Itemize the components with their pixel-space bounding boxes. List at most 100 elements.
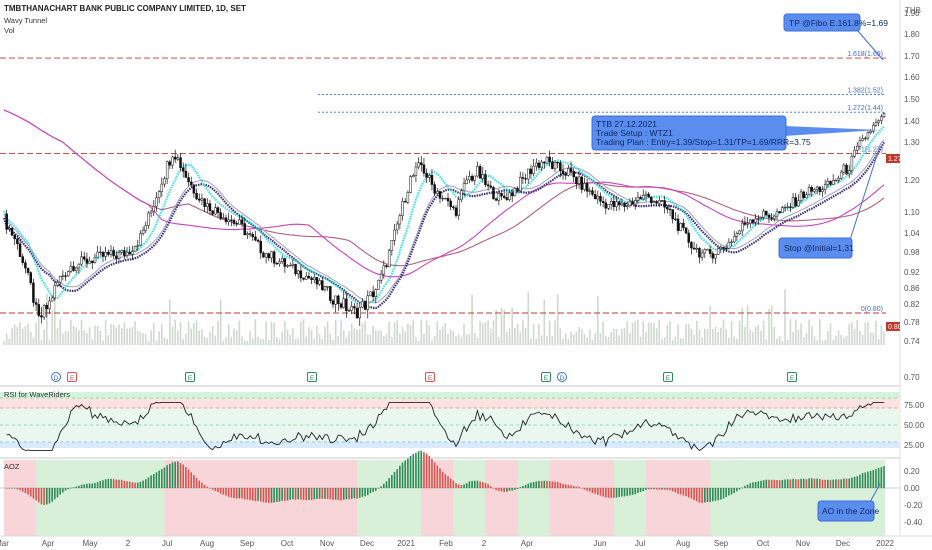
aoz-bar (760, 480, 762, 488)
volume-bar (70, 320, 72, 345)
candle-body (302, 277, 305, 280)
candle-body (345, 298, 348, 311)
aoz-bar (594, 488, 596, 494)
aoz-bar (32, 488, 35, 499)
candle-body (698, 247, 701, 258)
aoz-bar (728, 488, 730, 496)
earnings-marker[interactable] (307, 372, 317, 382)
volume-bar (80, 319, 83, 345)
dividend-marker[interactable] (51, 372, 61, 382)
earnings-marker[interactable] (185, 372, 195, 382)
aoz-bar (420, 450, 423, 488)
aoz-bar (310, 488, 313, 501)
candle-body (543, 161, 546, 164)
candle-body (553, 161, 557, 169)
aoz-bar (356, 488, 358, 499)
volume-bar (420, 319, 423, 345)
candle-body (331, 300, 335, 305)
price-tick-label: 1.30 (904, 138, 920, 147)
aoz-bar (762, 480, 765, 488)
volume-bar (251, 338, 254, 345)
aoz-bar (83, 484, 86, 488)
candle-body (537, 162, 541, 168)
volume-bar (72, 325, 75, 345)
candle-body (438, 191, 442, 199)
dividend-marker[interactable] (557, 372, 567, 382)
aoz-bar (243, 488, 246, 500)
earnings-marker[interactable] (425, 372, 435, 382)
volume-bar (642, 321, 645, 345)
rsi-overbought-zone (0, 398, 900, 408)
tp-callout[interactable]: TP @Fibo E.161.8%=1.69 (783, 13, 888, 61)
volume-bar (519, 332, 522, 345)
earnings-marker[interactable] (663, 372, 673, 382)
candle-body (513, 188, 517, 197)
aoz-bar (318, 488, 321, 499)
aoz-bar (492, 487, 495, 489)
aoz-bar (436, 465, 439, 488)
ao-callout[interactable]: AO in the Zone (817, 483, 881, 522)
earnings-marker[interactable] (67, 372, 77, 382)
volume-bar (64, 330, 67, 345)
aoz-bar (131, 482, 134, 488)
volume-bar (784, 289, 786, 345)
event-marker-label: E (544, 375, 549, 382)
aoz-bar (230, 488, 233, 498)
volume-bar (86, 332, 88, 345)
time-axis-label: Dec (836, 539, 850, 548)
trading-plan-callout[interactable]: TTB 27.12.2021 Trade Setup : WTZ1 Tradin… (591, 115, 880, 151)
earnings-marker[interactable] (787, 372, 797, 382)
stop-callout[interactable]: Stop @Initial=1.31 (778, 151, 879, 259)
volume-bar (701, 337, 703, 345)
candle-body (222, 217, 225, 219)
rsi-guide-lines (0, 397, 900, 443)
volume-bar (645, 331, 647, 345)
aoz-bar (883, 466, 885, 488)
aoz-bar (687, 488, 690, 498)
time-axis-label: May (82, 539, 97, 548)
aoz-bar (433, 462, 436, 488)
aoz-bar (313, 488, 316, 500)
time-axis-label: Oct (281, 539, 294, 548)
volume-bar (655, 328, 658, 345)
candle-body (759, 216, 763, 220)
candle-body (815, 186, 819, 190)
candle-body (254, 236, 257, 241)
candle-body (318, 280, 321, 285)
aoz-bar (519, 487, 522, 488)
aoz-bar (399, 465, 401, 488)
aoz-bar (701, 488, 703, 503)
candle-body (107, 251, 110, 255)
candle-body (206, 203, 209, 207)
aoz-bar (586, 488, 588, 491)
volume-bar (366, 334, 369, 345)
candle-body (644, 193, 648, 196)
volume-bar (313, 338, 316, 345)
aoz-bar (16, 488, 19, 490)
candle-body (716, 248, 720, 255)
aoz-bar (468, 481, 471, 488)
candle-body (58, 276, 62, 283)
aoz-bar (257, 488, 259, 501)
candle-body (369, 291, 372, 297)
candle-body (446, 197, 450, 202)
candle-body (104, 251, 107, 257)
aoz-bar (78, 485, 80, 488)
aoz-bar (634, 488, 637, 495)
time-axis: Mar Apr May 2 Jul Aug Sep Oct Nov Dec 2021 Feb 2 Apr J… (0, 539, 894, 548)
aoz-bar (848, 478, 851, 488)
aoz-bar (316, 488, 318, 499)
volume-bar (728, 337, 730, 345)
earnings-marker[interactable] (541, 372, 551, 382)
aoz-bar (861, 473, 864, 488)
aoz-bar (292, 488, 294, 500)
candle-body (26, 267, 30, 273)
candle-body (823, 184, 827, 190)
candle-body (631, 201, 634, 205)
aoz-bar (532, 482, 535, 488)
candle-body (21, 256, 24, 263)
volume-bar (679, 338, 682, 345)
volume-bar (610, 332, 612, 345)
candle-body (880, 116, 883, 121)
